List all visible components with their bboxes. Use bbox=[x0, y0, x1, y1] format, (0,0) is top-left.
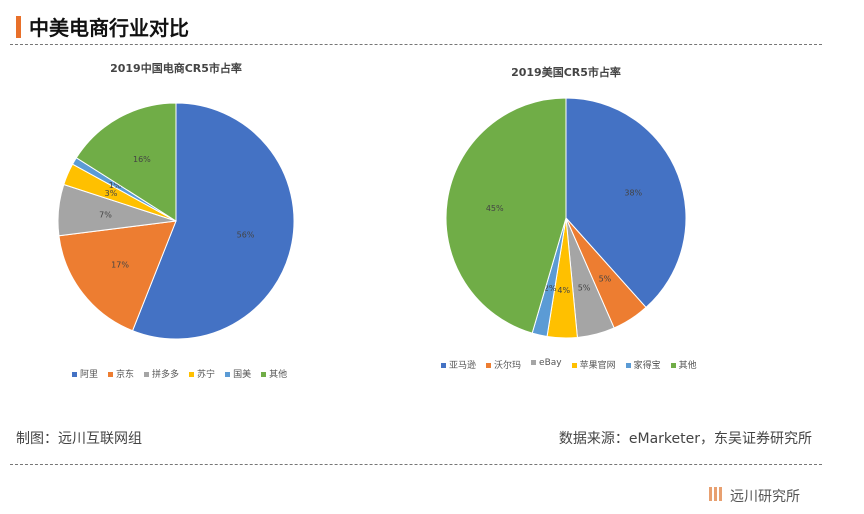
pie-slice-其他 bbox=[75, 102, 177, 222]
divider bbox=[10, 464, 822, 465]
pie-slice-阿里 bbox=[131, 102, 295, 340]
legend-china: 阿里 京东 拼多多 苏宁 国美 其他 bbox=[72, 367, 287, 380]
legend-swatch bbox=[189, 372, 195, 377]
legend-item: 阿里 bbox=[72, 367, 98, 380]
legend-swatch bbox=[144, 372, 150, 377]
legend-swatch bbox=[625, 363, 631, 368]
data-label: 2% bbox=[544, 284, 557, 293]
pie-us: 38% 5% 5% 4%2% 45% bbox=[445, 97, 687, 339]
data-label: 17% bbox=[111, 260, 129, 269]
data-label: 1% bbox=[109, 181, 122, 190]
pie-china: 56% 17% 7% 3%1% 16% bbox=[57, 102, 295, 340]
page-title: 中美电商行业对比 bbox=[29, 16, 189, 40]
data-label: 3% bbox=[105, 189, 118, 198]
legend-swatch bbox=[261, 372, 267, 377]
legend-item: 其他 bbox=[670, 358, 697, 371]
data-label: 5% bbox=[599, 275, 612, 284]
data-label: 56% bbox=[237, 230, 255, 239]
legend-item: 亚马逊 bbox=[441, 358, 476, 371]
divider bbox=[10, 44, 822, 45]
chart-title-china: 2019中国电商CR5市占率 bbox=[110, 62, 242, 75]
data-label: 38% bbox=[624, 188, 642, 197]
legend-swatch bbox=[571, 363, 577, 368]
legend-swatch bbox=[225, 372, 231, 377]
data-label: 16% bbox=[133, 155, 151, 164]
legend-item: 苏宁 bbox=[189, 367, 215, 380]
header: 中美电商行业对比 bbox=[16, 12, 189, 41]
chart-title-us: 2019美国CR5市占率 bbox=[511, 66, 621, 79]
legend-swatch bbox=[108, 372, 114, 377]
legend-item: 拼多多 bbox=[144, 367, 179, 380]
legend-swatch bbox=[531, 360, 537, 365]
data-label: 45% bbox=[486, 204, 504, 213]
accent-bar bbox=[16, 15, 21, 38]
data-label: 5% bbox=[578, 284, 591, 293]
legend-us: 亚马逊 沃尔玛 eBay 苹果官网 家得宝 其他 bbox=[441, 358, 697, 371]
legend-swatch bbox=[486, 363, 492, 368]
data-label: 4% bbox=[557, 286, 570, 295]
legend-item: 沃尔玛 bbox=[486, 358, 521, 371]
data-label: 7% bbox=[99, 210, 112, 219]
pie-slice-京东 bbox=[58, 220, 177, 332]
footer-credit: 制图：远川互联网组 bbox=[16, 431, 142, 447]
legend-swatch bbox=[670, 363, 676, 368]
legend-item: 京东 bbox=[108, 367, 134, 380]
legend-item: 其他 bbox=[261, 367, 287, 380]
pie-slice-其他 bbox=[445, 97, 567, 334]
logo: 远川研究所 bbox=[709, 486, 800, 506]
legend-item: 国美 bbox=[225, 367, 251, 380]
legend-swatch bbox=[441, 363, 446, 368]
legend-swatch bbox=[72, 372, 77, 377]
pie-slice-亚马逊 bbox=[565, 97, 687, 309]
legend-item: 家得宝 bbox=[625, 358, 661, 371]
footer-source: 数据来源：eMarketer，东吴证券研究所 bbox=[558, 431, 812, 447]
logo-text: 远川研究所 bbox=[730, 489, 800, 505]
legend-item: eBay bbox=[531, 358, 562, 371]
legend-item: 苹果官网 bbox=[571, 358, 616, 371]
